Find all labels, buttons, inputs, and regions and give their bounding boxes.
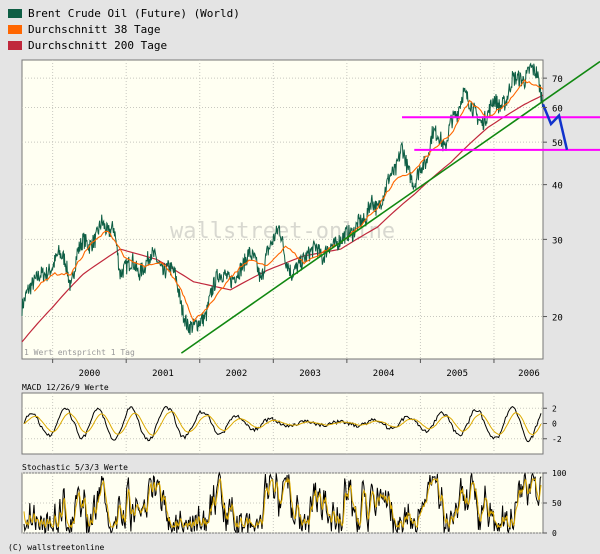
main-y-ticks: 20 30 40 50 60 70 — [543, 75, 563, 324]
series-line-ma38 — [33, 79, 544, 323]
y-tick-label: 0 — [552, 529, 557, 538]
macd-panel: MACD 12/26/9 Werte 2 0 -2 — [21, 383, 562, 455]
y-tick-label: 70 — [552, 75, 563, 85]
x-tick-label: 2005 — [446, 369, 468, 379]
legend-label-ma38: Durchschnitt 38 Tage — [28, 23, 160, 36]
x-tick-label: 2004 — [373, 369, 395, 379]
main-grid — [22, 60, 543, 359]
x-tick-label: 2006 — [518, 369, 540, 379]
x-tick-label: 2001 — [152, 369, 174, 379]
y-tick-label: 2 — [552, 404, 557, 413]
macd-series — [23, 405, 542, 443]
legend-swatch-ma200 — [8, 41, 22, 50]
projection-line — [541, 103, 569, 151]
stochastic-title: Stochastic 5/3/3 Werte — [22, 463, 128, 472]
x-tick-label: 2002 — [226, 369, 248, 379]
legend-label-ma200: Durchschnitt 200 Tage — [28, 39, 167, 52]
y-tick-label: -2 — [552, 435, 562, 444]
macd-title: MACD 12/26/9 Werte — [22, 383, 109, 392]
copyright: (C) wallstreetonline — [8, 543, 105, 552]
y-tick-label: 50 — [552, 499, 562, 508]
y-tick-label: 50 — [552, 139, 563, 149]
legend-label-price: Brent Crude Oil (Future) (World) — [28, 7, 240, 20]
main-panel: wallstreet-online 1 Wert entspricht 1 Ta… — [21, 59, 600, 379]
x-tick-label: 2003 — [299, 369, 321, 379]
y-tick-label: 20 — [552, 314, 563, 324]
legend-swatch-price — [8, 9, 22, 18]
oscillator-line — [23, 405, 542, 443]
main-annotations — [180, 60, 600, 354]
macd-grid — [22, 393, 543, 454]
stochastic-panel: Stochastic 5/3/3 Werte 100 50 0 — [21, 463, 567, 538]
main-plot-area — [21, 59, 544, 360]
resolution-note: 1 Wert entspricht 1 Tag — [24, 348, 135, 357]
oscillator-line — [23, 471, 542, 534]
y-tick-label: 100 — [552, 469, 567, 478]
stochastic-y-ticks: 100 50 0 — [543, 469, 567, 538]
legend-swatch-ma38 — [8, 25, 22, 34]
signal-line — [23, 477, 542, 529]
y-tick-label: 40 — [552, 182, 563, 192]
x-tick-label: 2000 — [79, 369, 101, 379]
signal-line — [23, 411, 542, 436]
y-tick-label: 0 — [552, 420, 557, 429]
y-tick-label: 30 — [552, 236, 563, 246]
legend: Brent Crude Oil (Future) (World) Durchsc… — [8, 7, 240, 52]
main-x-ticks: 2000 2001 2002 2003 2004 2005 2006 — [52, 359, 540, 379]
trendline — [180, 60, 600, 354]
y-tick-label: 60 — [552, 104, 563, 114]
stochastic-series — [23, 471, 542, 534]
macd-y-ticks: 2 0 -2 — [543, 404, 562, 444]
